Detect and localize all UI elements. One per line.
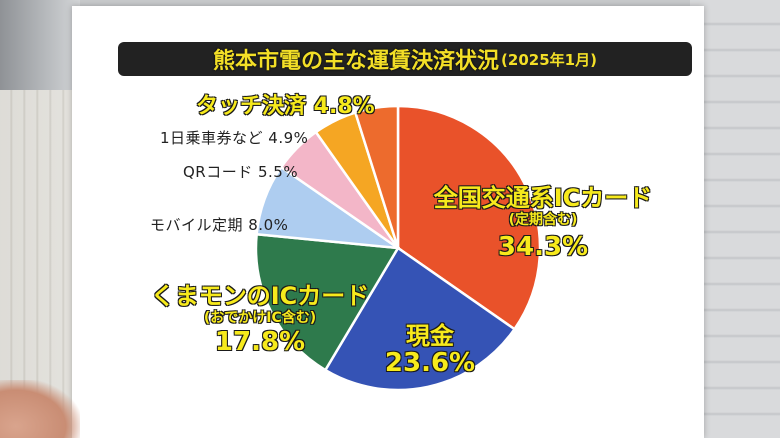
- pie-slice-2: [254, 232, 401, 372]
- label-kumamon-pct: 17.8%: [214, 327, 306, 358]
- label-kumamon-name: くまモンのICカード: [150, 282, 370, 311]
- chart-title-date: (2025年1月): [501, 50, 597, 69]
- label-zenkoku-pct: 34.3%: [497, 232, 589, 263]
- label-qr: QRコード 5.5%: [183, 163, 299, 181]
- presenter-hand: [0, 380, 80, 438]
- chart-title-bar: 熊本市電の主な運賃決済状況 (2025年1月): [118, 42, 692, 76]
- label-kumamon-note: (おでかけIC含む): [203, 310, 317, 327]
- label-ichinichi: 1日乗車券など 4.9%: [160, 129, 309, 147]
- chart-title: 熊本市電の主な運賃決済状況: [213, 49, 500, 74]
- pie-slice-6: [353, 104, 400, 249]
- label-touch: タッチ決済 4.8%: [196, 94, 376, 120]
- label-zenkoku-name: 全国交通系ICカード: [433, 184, 653, 213]
- pie-slice-1: [323, 246, 517, 392]
- background-wall-right: [690, 0, 780, 438]
- label-genkin-name: 現金: [406, 322, 455, 351]
- label-mobile: モバイル定期 8.0%: [150, 216, 289, 234]
- pie-slice-0: [396, 104, 542, 331]
- label-zenkoku-note: (定期含む): [508, 212, 578, 229]
- label-genkin-pct: 23.6%: [384, 348, 476, 379]
